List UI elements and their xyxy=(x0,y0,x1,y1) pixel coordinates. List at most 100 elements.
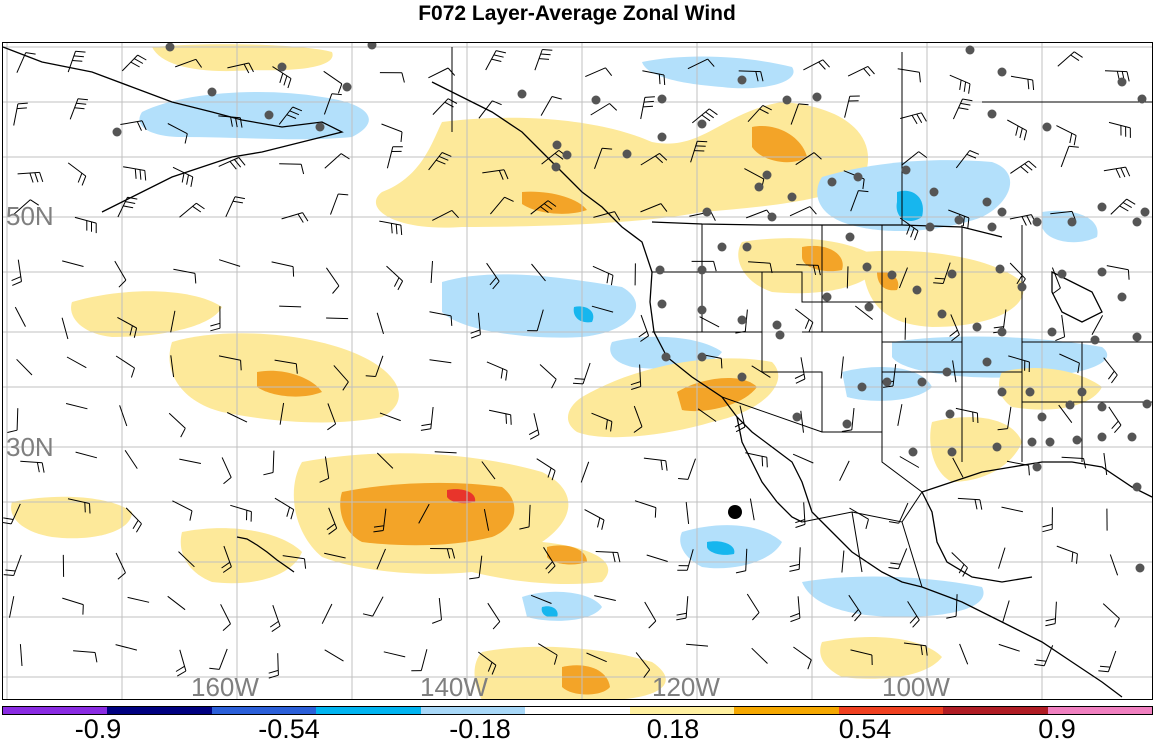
station-dot xyxy=(902,166,911,175)
wind-map: 50N 30N 160W 140W 120W 100W xyxy=(2,42,1153,700)
map-title: F072 Layer-Average Zonal Wind xyxy=(0,0,1154,30)
station-dot xyxy=(828,178,837,187)
station-dot xyxy=(983,358,992,367)
station-dot xyxy=(563,151,572,160)
station-dot xyxy=(316,123,325,132)
colorbar-segment xyxy=(107,707,211,714)
station-dot xyxy=(113,128,122,137)
station-dot xyxy=(768,213,777,222)
colorbar-label-neg-0-18: -0.18 xyxy=(449,714,511,745)
station-dot xyxy=(1058,270,1067,279)
wind-barb xyxy=(326,318,348,319)
station-dot xyxy=(658,95,667,104)
station-dot xyxy=(1066,401,1075,410)
colorbar-segment xyxy=(316,707,420,714)
station-dot xyxy=(943,368,952,377)
station-dot xyxy=(1133,333,1142,342)
station-dot xyxy=(909,448,918,457)
station-dot xyxy=(938,310,947,319)
station-dot xyxy=(1033,218,1042,227)
station-dot xyxy=(1078,388,1087,397)
station-dot xyxy=(926,223,935,232)
colorbar-label-0-18: 0.18 xyxy=(647,714,700,745)
station-dot xyxy=(553,141,562,150)
station-dot xyxy=(718,243,727,252)
colorbar-segment xyxy=(943,707,1047,714)
station-dot xyxy=(813,93,822,102)
station-dot xyxy=(998,208,1007,217)
lon-label-100w: 100W xyxy=(882,672,950,700)
colorbar xyxy=(2,706,1153,715)
colorbar-label-0-9: 0.9 xyxy=(1038,714,1076,745)
station-dot xyxy=(1138,95,1147,104)
station-dot xyxy=(1098,268,1107,277)
station-dot xyxy=(658,133,667,142)
station-dot xyxy=(918,378,927,387)
station-dot xyxy=(988,110,997,119)
station-dot xyxy=(983,198,992,207)
reference-point-marker xyxy=(728,505,742,519)
station-dot xyxy=(793,413,802,422)
station-dot xyxy=(1128,433,1137,442)
lat-label-30n: 30N xyxy=(6,432,54,462)
station-dot xyxy=(738,373,747,382)
station-dot xyxy=(698,306,707,315)
station-dot xyxy=(913,286,922,295)
colorbar-segment xyxy=(630,707,734,714)
station-dot xyxy=(973,323,982,332)
station-dot xyxy=(623,150,632,159)
station-dot xyxy=(518,90,527,99)
station-dot xyxy=(858,383,867,392)
station-dot xyxy=(1043,123,1052,132)
station-dot xyxy=(888,271,897,280)
colorbar-segment xyxy=(839,707,943,714)
station-dot xyxy=(208,88,217,97)
station-dot xyxy=(998,68,1007,77)
station-dot xyxy=(703,208,712,217)
station-dot xyxy=(1046,438,1055,447)
station-dot xyxy=(662,353,671,362)
station-dot xyxy=(592,96,601,105)
station-dot xyxy=(1018,283,1027,292)
station-dot xyxy=(1033,463,1042,472)
station-dot xyxy=(776,331,785,340)
colorbar-segment xyxy=(734,707,838,714)
station-dot xyxy=(1098,203,1107,212)
station-dot xyxy=(1091,336,1100,345)
station-dot xyxy=(846,233,855,242)
colorbar-label-0-54: 0.54 xyxy=(839,714,892,745)
colorbar-segment xyxy=(1048,707,1152,714)
station-dot xyxy=(998,388,1007,397)
station-dot xyxy=(1048,328,1057,337)
station-dot xyxy=(552,163,561,172)
station-dot xyxy=(1118,78,1127,87)
station-dot xyxy=(738,76,747,85)
station-dot xyxy=(755,183,764,192)
station-dot xyxy=(698,266,707,275)
station-dot xyxy=(946,410,955,419)
station-dot xyxy=(278,63,287,72)
station-dot xyxy=(265,111,274,120)
station-dot xyxy=(1143,400,1152,409)
station-dot xyxy=(1133,218,1142,227)
station-dot xyxy=(698,120,707,129)
wind-barb xyxy=(847,266,848,288)
wind-barb xyxy=(905,318,906,340)
station-dot xyxy=(698,353,707,362)
lon-label-140w: 140W xyxy=(420,672,488,700)
colorbar-segment xyxy=(525,707,629,714)
station-dot xyxy=(658,300,667,309)
station-dot xyxy=(865,303,874,312)
station-dot xyxy=(863,263,872,272)
station-dot xyxy=(930,188,939,197)
station-dot xyxy=(738,316,747,325)
station-dot xyxy=(1098,403,1107,412)
station-dot xyxy=(883,378,892,387)
station-dot xyxy=(955,216,964,225)
station-dot xyxy=(843,420,852,429)
station-dot xyxy=(788,193,797,202)
station-dot xyxy=(656,266,665,275)
colorbar-label-neg-0-9: -0.9 xyxy=(75,714,122,745)
station-dot xyxy=(1028,438,1037,447)
station-dot xyxy=(1038,413,1047,422)
